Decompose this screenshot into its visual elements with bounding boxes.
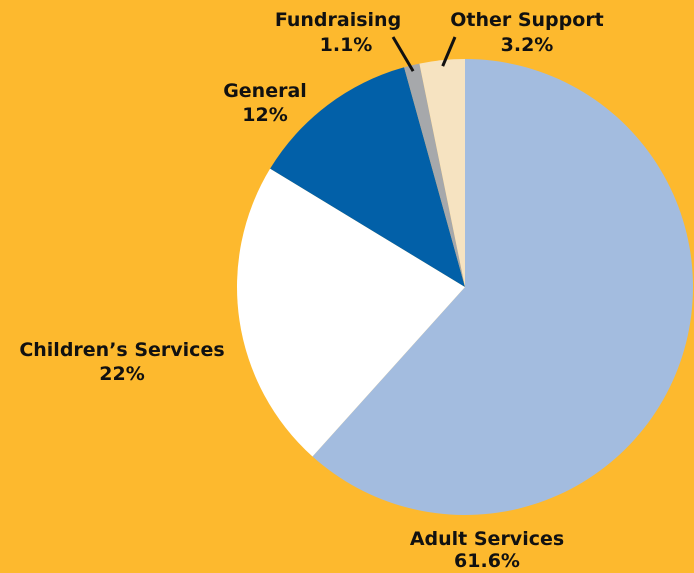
- leader-line-fundraising: [391, 36, 415, 72]
- label-fundraising: Fundraising: [275, 9, 401, 31]
- label-childrens-services: Children’s Services: [19, 339, 224, 361]
- pie-slices: [236, 59, 693, 515]
- pie-slice-children-s-services: [236, 168, 465, 457]
- label-other-support: Other Support: [450, 9, 604, 31]
- pie-slice-adult-services: [312, 59, 693, 515]
- value-adult-services: 61.6%: [454, 550, 520, 572]
- leader-line-other-support: [441, 36, 457, 67]
- leader-lines: [391, 36, 457, 72]
- value-childrens-services: 22%: [99, 363, 144, 385]
- pie-slice-other-support: [419, 59, 465, 287]
- value-fundraising: 1.1%: [320, 34, 373, 56]
- label-adult-services: Adult Services: [410, 528, 564, 550]
- value-other-support: 3.2%: [501, 34, 554, 56]
- value-general: 12%: [242, 104, 287, 126]
- pie-slice-fundraising: [404, 63, 465, 287]
- label-general: General: [223, 80, 307, 102]
- pie-slice-general: [270, 67, 465, 287]
